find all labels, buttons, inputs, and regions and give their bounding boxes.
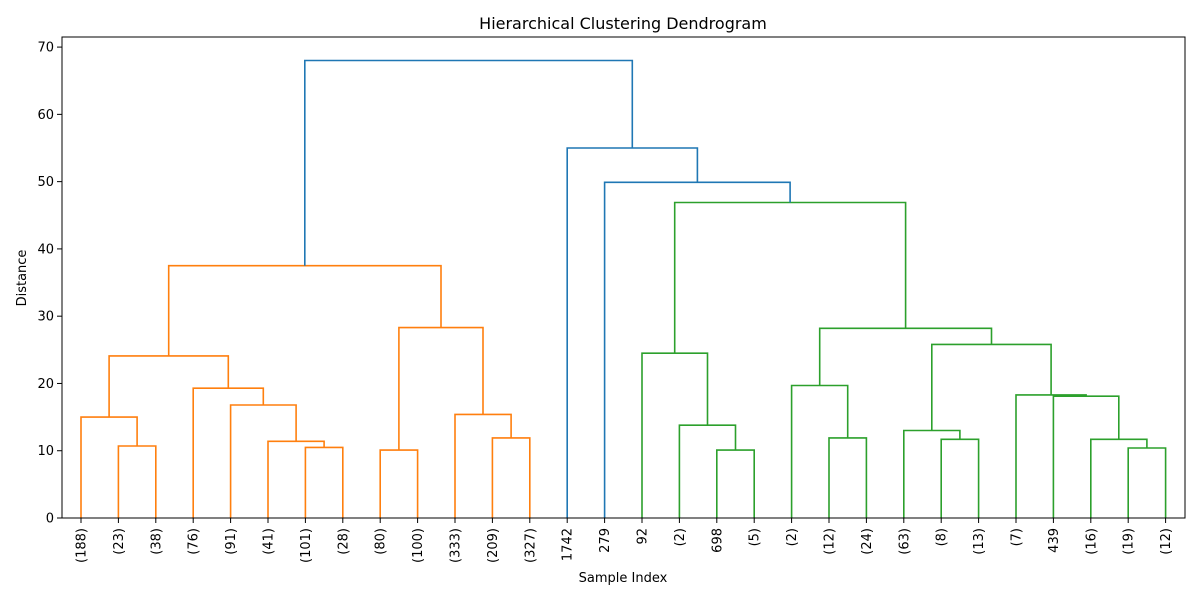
leaf-label-23: (8) [935, 528, 950, 546]
y-tick-label-5: 50 [37, 175, 54, 190]
leaf-label-9: (100) [411, 528, 426, 563]
merge-link-19 [1127, 447, 1167, 518]
merge-link-26 [603, 181, 791, 518]
leaf-label-20: (12) [823, 528, 838, 555]
merge-link-15 [828, 437, 868, 518]
merge-link-18 [902, 429, 961, 518]
merge-link-21 [1052, 395, 1120, 518]
leaf-label-19: (2) [785, 528, 800, 546]
leaf-label-12: (327) [523, 528, 538, 563]
leaf-label-6: (101) [299, 528, 314, 563]
merge-link-16 [790, 384, 849, 518]
leaf-label-24: (13) [972, 528, 987, 555]
merge-link-4 [229, 404, 297, 518]
merge-link-9 [454, 413, 512, 518]
merge-link-2 [304, 446, 344, 518]
leaf-label-21: (24) [860, 528, 875, 555]
merge-link-20 [1090, 438, 1148, 518]
leaf-label-7: (28) [336, 528, 351, 555]
leaf-label-15: 92 [636, 528, 651, 545]
leaf-label-8: (80) [374, 528, 389, 555]
y-tick-label-0: 0 [46, 512, 54, 527]
leaf-label-28: (19) [1122, 528, 1137, 555]
y-tick-label-7: 70 [37, 41, 54, 56]
y-tick-label-1: 10 [37, 444, 54, 459]
leaf-label-27: (16) [1084, 528, 1099, 555]
merge-link-27 [566, 147, 699, 518]
leaf-label-1: (23) [112, 528, 127, 555]
merge-link-8 [491, 437, 531, 518]
merge-link-14 [641, 352, 709, 518]
leaf-label-13: 1742 [561, 528, 576, 561]
leaf-label-18: (5) [748, 528, 763, 546]
leaf-label-3: (76) [187, 528, 202, 555]
merge-link-25 [673, 201, 907, 354]
leaf-label-17: 698 [710, 528, 725, 553]
y-tick-label-2: 20 [37, 377, 54, 392]
merge-link-12 [715, 449, 756, 518]
merge-link-10 [398, 326, 484, 451]
y-axis-title: Distance [15, 250, 30, 307]
merge-link-28 [303, 59, 634, 266]
x-axis-title: Sample Index [579, 571, 668, 586]
y-tick-label-4: 40 [37, 242, 54, 257]
y-axis: 0 10 20 30 40 50 60 70 [37, 41, 62, 527]
leaf-label-11: (209) [486, 528, 501, 563]
merge-link-6 [108, 355, 230, 418]
leaf-label-4: (91) [224, 528, 239, 555]
leaf-label-0: (188) [75, 528, 90, 563]
merge-link-3 [267, 440, 325, 518]
leaf-label-26: 439 [1047, 528, 1062, 553]
leaf-label-29: (12) [1159, 528, 1174, 555]
chart-title: Hierarchical Clustering Dendrogram [479, 14, 767, 33]
merge-link-22 [1015, 394, 1087, 518]
merge-link-24 [818, 327, 993, 386]
plot-frame [61, 36, 1186, 519]
leaf-label-22: (63) [897, 528, 912, 555]
leaf-label-14: 279 [598, 528, 613, 553]
y-tick-label-6: 60 [37, 108, 54, 123]
merge-link-1 [80, 416, 138, 518]
merge-link-23 [930, 343, 1052, 431]
y-tick-label-3: 30 [37, 310, 54, 325]
merge-link-7 [379, 449, 419, 518]
merge-link-0 [117, 445, 157, 518]
leaf-label-16: (2) [673, 528, 688, 546]
merge-link-11 [167, 264, 442, 356]
merge-link-13 [678, 424, 737, 518]
leaf-label-10: (333) [449, 528, 464, 563]
x-axis: (188) (23) (38) (76) (91) (41) (101) (28) (80) (1… [75, 518, 1174, 563]
leaf-label-5: (41) [262, 528, 277, 555]
leaf-label-25: (7) [1010, 528, 1025, 546]
dendrogram-links [80, 59, 1167, 518]
merge-link-5 [192, 387, 265, 518]
merge-link-17 [940, 438, 980, 518]
leaf-label-2: (38) [149, 528, 164, 555]
